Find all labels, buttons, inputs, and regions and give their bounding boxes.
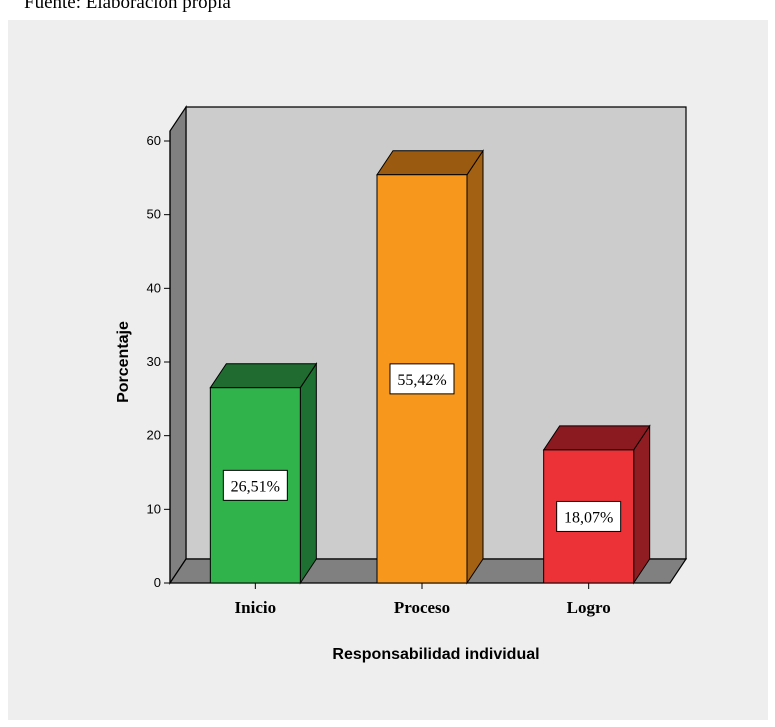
x-category-label: Proceso — [394, 598, 450, 617]
y-axis-title: Porcentaje — [115, 321, 132, 403]
x-axis-title: Responsabilidad individual — [332, 646, 539, 663]
y-tick-label: 50 — [147, 207, 161, 222]
y-tick-label: 30 — [147, 354, 161, 369]
source-note: Fuente: Elaboración propia — [24, 0, 231, 13]
data-label: 26,51% — [231, 478, 280, 495]
bar-top — [542, 425, 651, 451]
bar-side — [299, 362, 317, 585]
data-label-box — [389, 363, 455, 395]
y-tick-label: 10 — [147, 501, 161, 516]
y-tick-label: 20 — [147, 428, 161, 443]
bar-top — [376, 150, 484, 176]
data-label: 55,42% — [397, 372, 446, 389]
plot-left-wall — [169, 105, 187, 585]
y-tick-label: 0 — [154, 575, 161, 590]
bar-top — [209, 363, 318, 389]
bar-side — [466, 149, 484, 585]
x-category-label: Logro — [567, 598, 611, 617]
bar-side — [633, 424, 651, 585]
y-axis: 0 10 20 30 40 50 60 — [147, 131, 590, 590]
x-category-label: Inicio — [235, 598, 277, 617]
data-label-box — [556, 500, 622, 532]
data-label-box — [222, 469, 288, 501]
data-label: 18,07% — [564, 509, 613, 526]
y-tick-label: 40 — [147, 280, 161, 295]
labels: Inicio 26,51% Proceso 55,42% Logro 18,07% Resp… — [115, 321, 622, 663]
y-tick-label: 60 — [147, 133, 161, 148]
